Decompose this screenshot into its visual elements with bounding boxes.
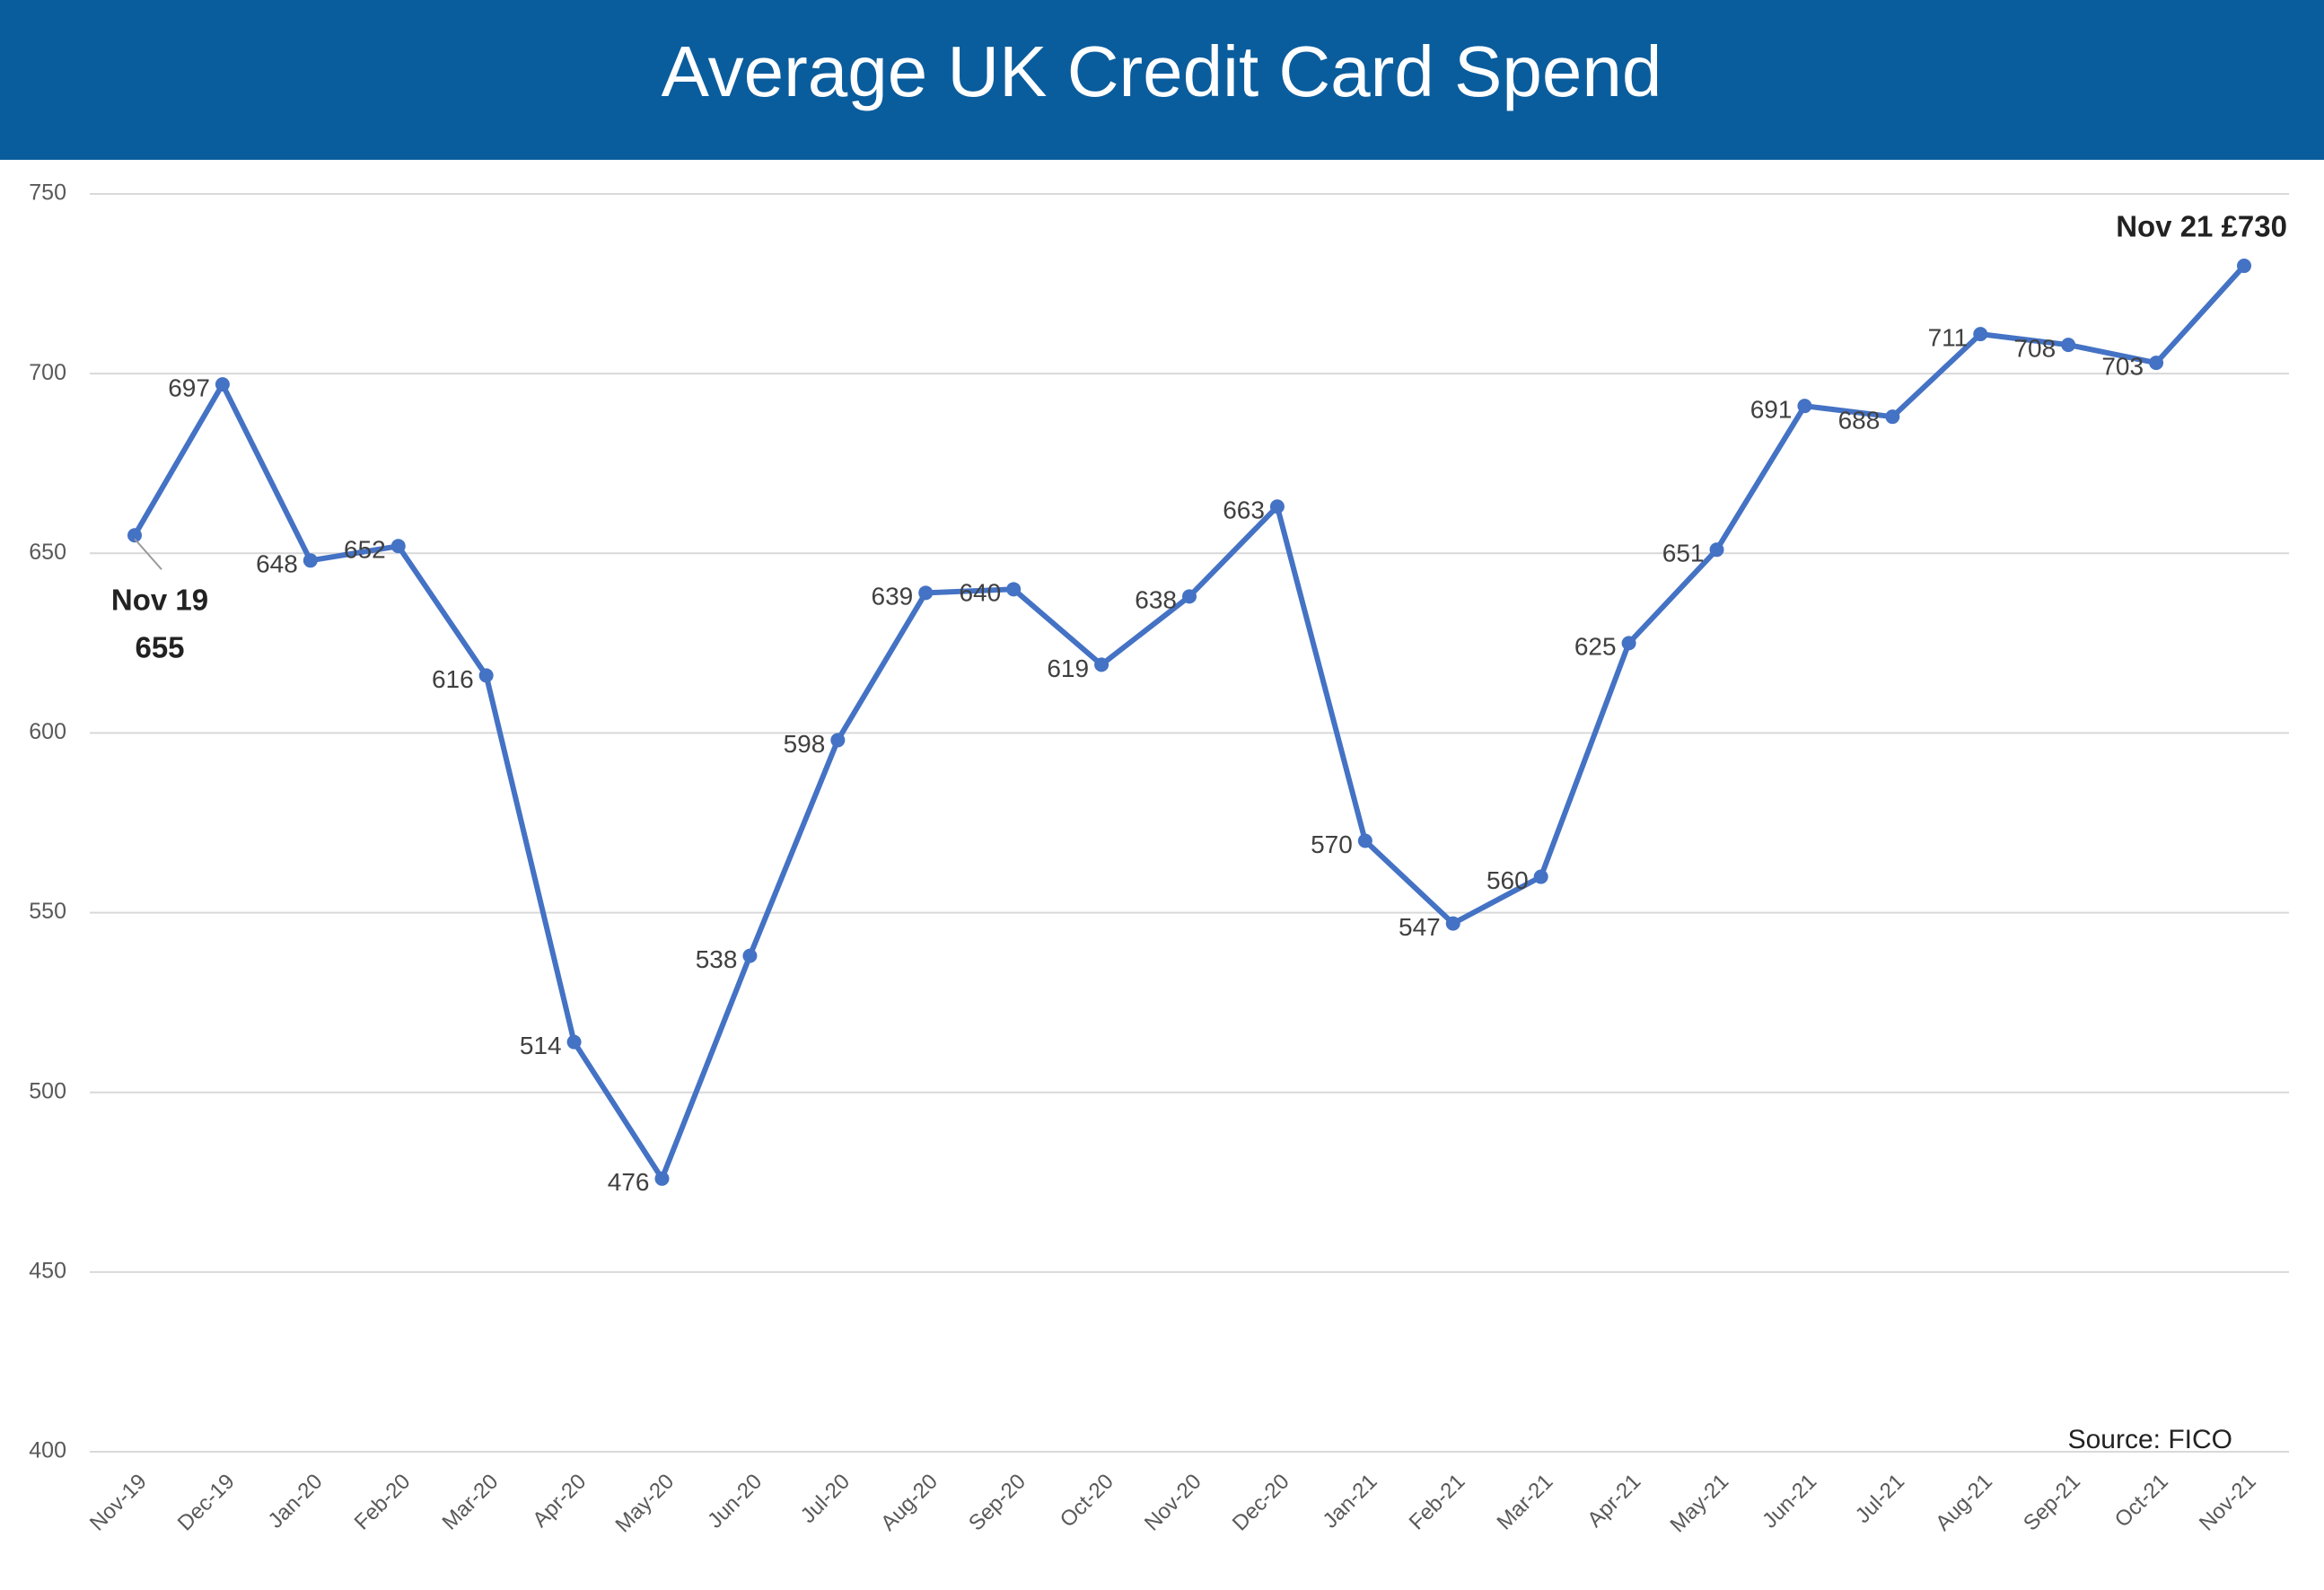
data-point bbox=[1709, 542, 1724, 558]
data-point bbox=[1357, 833, 1372, 848]
x-tick-label: Sep-20 bbox=[964, 1470, 1030, 1536]
data-point bbox=[2061, 338, 2076, 353]
data-label: 703 bbox=[2101, 353, 2144, 381]
data-label: 691 bbox=[1750, 396, 1793, 424]
data-label: 547 bbox=[1399, 913, 1441, 941]
x-tick-label: Sep-21 bbox=[2019, 1470, 2085, 1536]
data-point bbox=[654, 1171, 670, 1186]
x-tick-label: Aug-20 bbox=[876, 1470, 943, 1536]
y-tick-label: 400 bbox=[29, 1438, 66, 1463]
data-label: 619 bbox=[1047, 654, 1089, 682]
annotation-leader bbox=[134, 538, 162, 570]
data-label: 640 bbox=[959, 579, 1001, 607]
data-point bbox=[303, 553, 318, 568]
data-point bbox=[2149, 356, 2164, 371]
data-label: 538 bbox=[696, 945, 738, 973]
data-label: 625 bbox=[1574, 633, 1617, 661]
data-label: 639 bbox=[872, 583, 914, 611]
source-note: Source: FICO bbox=[2068, 1425, 2232, 1454]
series-line bbox=[132, 264, 2247, 1182]
x-tick-label: Jan-20 bbox=[264, 1470, 328, 1533]
data-point bbox=[1006, 582, 1022, 597]
data-point bbox=[1973, 327, 1988, 342]
data-label: 616 bbox=[432, 665, 474, 693]
data-point bbox=[742, 948, 758, 963]
x-tick-label: Aug-21 bbox=[1931, 1470, 1997, 1536]
x-tick-label: Mar-21 bbox=[1493, 1470, 1558, 1535]
y-tick-label: 750 bbox=[29, 180, 66, 206]
data-label: 570 bbox=[1311, 830, 1353, 858]
x-tick-label: May-20 bbox=[611, 1470, 680, 1538]
y-tick-label: 500 bbox=[29, 1078, 66, 1103]
x-tick-label: Nov-20 bbox=[1140, 1470, 1206, 1536]
data-label: 514 bbox=[520, 1032, 562, 1059]
x-tick-label: Jun-20 bbox=[703, 1470, 767, 1533]
data-label: 708 bbox=[2013, 335, 2056, 363]
data-point bbox=[1445, 916, 1460, 931]
data-point bbox=[1621, 636, 1636, 651]
x-tick-label: Jun-21 bbox=[1758, 1470, 1821, 1533]
data-point bbox=[127, 528, 142, 543]
data-point bbox=[830, 733, 846, 748]
x-tick-label: Nov-21 bbox=[2195, 1470, 2261, 1536]
x-tick-label: Jan-21 bbox=[1319, 1470, 1382, 1533]
data-point bbox=[2237, 259, 2251, 274]
x-tick-label: Jul-21 bbox=[1851, 1470, 1909, 1528]
annotation: Nov 19 bbox=[111, 584, 208, 617]
data-label: 560 bbox=[1486, 866, 1529, 894]
data-point bbox=[1533, 869, 1548, 884]
x-tick-label: Apr-21 bbox=[1583, 1470, 1645, 1533]
x-tick-label: Feb-21 bbox=[1405, 1470, 1470, 1535]
data-point bbox=[566, 1034, 582, 1050]
data-label: 652 bbox=[344, 536, 386, 564]
x-tick-label: Mar-20 bbox=[438, 1470, 504, 1535]
chart-title: Average UK Credit Card Spend bbox=[662, 31, 1662, 111]
data-label: 697 bbox=[168, 374, 210, 402]
x-tick-label: Dec-20 bbox=[1228, 1470, 1294, 1536]
annotation: 655 bbox=[135, 631, 184, 664]
data-label: 638 bbox=[1135, 586, 1177, 614]
data-label: 688 bbox=[1838, 407, 1881, 435]
y-tick-label: 700 bbox=[29, 360, 66, 385]
x-tick-label: Oct-20 bbox=[1056, 1470, 1118, 1533]
title-bar bbox=[0, 0, 2324, 160]
y-tick-label: 550 bbox=[29, 899, 66, 924]
data-point bbox=[918, 585, 934, 601]
y-tick-label: 600 bbox=[29, 719, 66, 744]
data-label: 651 bbox=[1662, 540, 1705, 567]
data-point bbox=[478, 668, 494, 683]
x-tick-label: Jul-20 bbox=[796, 1470, 855, 1528]
x-tick-label: Feb-20 bbox=[350, 1470, 416, 1535]
x-tick-label: May-21 bbox=[1666, 1470, 1734, 1538]
data-label: 476 bbox=[608, 1168, 650, 1196]
data-label: 663 bbox=[1223, 496, 1265, 524]
x-tick-label: Dec-19 bbox=[173, 1470, 240, 1536]
x-tick-label: Nov-19 bbox=[85, 1470, 152, 1536]
x-tick-label: Oct-21 bbox=[2110, 1470, 2173, 1533]
x-tick-label: Apr-20 bbox=[528, 1470, 591, 1533]
data-point bbox=[1269, 499, 1285, 514]
data-label: 648 bbox=[256, 550, 298, 578]
data-point bbox=[1885, 409, 1900, 425]
data-point bbox=[1094, 657, 1109, 672]
data-point bbox=[390, 539, 406, 554]
data-point bbox=[215, 377, 230, 392]
annotation: Nov 21 £730 bbox=[2116, 210, 2287, 243]
data-label: 598 bbox=[784, 730, 826, 758]
y-tick-label: 650 bbox=[29, 540, 66, 565]
data-label: 711 bbox=[1928, 324, 1969, 352]
data-point bbox=[1797, 399, 1812, 414]
data-point bbox=[1182, 589, 1197, 604]
y-tick-label: 450 bbox=[29, 1258, 66, 1283]
